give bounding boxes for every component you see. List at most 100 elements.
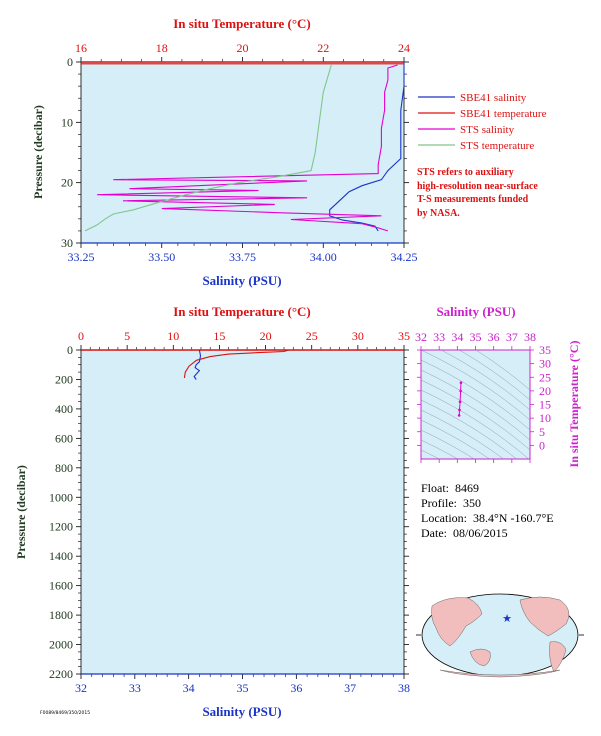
x-tick-label: 33.75 <box>229 250 256 264</box>
x-tick-label: 34.25 <box>391 250 418 264</box>
legend-label-sts-salinity: STS salinity <box>460 124 515 136</box>
density-isoline <box>458 350 530 401</box>
x-tick-label: 37 <box>344 681 356 695</box>
ts-x-tick-label: 34 <box>451 330 463 344</box>
y-tick-label: 20 <box>61 176 73 190</box>
ts-plot-area <box>420 349 531 460</box>
y-tick-label: 200 <box>55 372 73 386</box>
y-tick-label: 1200 <box>49 520 73 534</box>
y-tick-label: 2000 <box>49 638 73 652</box>
ts-y-axis-title: In situ Temperature (°C) <box>567 341 581 468</box>
location-value: 38.4°N -160.7°E <box>472 511 554 525</box>
x-tick-label: 35 <box>237 681 249 695</box>
y-tick-label: 1800 <box>49 608 73 622</box>
ts-x-tick-label: 35 <box>470 330 482 344</box>
x2-tick-label: 30 <box>352 329 364 343</box>
ts-y-tick-label: 25 <box>539 370 551 384</box>
ts-y-tick-label: 15 <box>539 398 551 412</box>
density-isoline <box>475 350 530 391</box>
x-tick-label: 32 <box>75 681 87 695</box>
ts-point <box>459 389 462 393</box>
density-isoline <box>440 350 530 411</box>
ts-y-tick-label: 30 <box>539 357 551 371</box>
legend-label-sbe41-salinity: SBE41 salinity <box>460 92 527 104</box>
x2-tick-label: 0 <box>78 329 84 343</box>
density-isoline <box>421 429 475 459</box>
location-row: Location: 38.4°N -160.7°E <box>421 511 554 526</box>
x2-tick-label: 15 <box>213 329 225 343</box>
world-map: ★ <box>416 593 584 678</box>
ts-point <box>457 414 461 417</box>
top-x2-axis-title: In situ Temperature (°C) <box>173 16 311 31</box>
ts-x-tick-label: 37 <box>506 330 518 344</box>
float-row: Float: 8469 <box>421 481 554 496</box>
y-tick-label: 400 <box>55 402 73 416</box>
ts-point <box>458 408 461 412</box>
bottom-y-axis-title: Pressure (decibar) <box>14 465 28 559</box>
top-panel: 33.25 33.50 33.75 34.00 34.25 16 18 20 22 24 0 10 20… <box>31 16 547 288</box>
ts-y-tick-label: 5 <box>539 425 545 439</box>
x-tick-label: 38 <box>398 681 410 695</box>
x2-tick-label: 18 <box>156 41 168 55</box>
float-value: 8469 <box>455 481 480 495</box>
density-isoline <box>421 369 530 441</box>
x-tick-label: 33.50 <box>148 250 175 264</box>
series-line <box>84 64 332 232</box>
density-isoline <box>421 359 530 431</box>
sts-note-line: STS refers to auxiliary <box>417 167 514 178</box>
x2-tick-label: 20 <box>260 329 272 343</box>
bottom-panel: 32 33 34 35 36 37 38 0 5 10 15 20 25 30 35 0 200 400 600 80… <box>14 304 410 719</box>
ts-x-tick-label: 32 <box>415 330 427 344</box>
map-land-south-america <box>549 641 567 673</box>
date-value: 08/06/2015 <box>453 526 508 540</box>
location-label: Location: <box>421 511 467 525</box>
legend-label-sbe41-temperature: SBE41 temperature <box>460 108 547 120</box>
x-tick-label: 33 <box>129 681 141 695</box>
profile-label: Profile: <box>421 496 457 510</box>
profile-row: Profile: 350 <box>421 496 554 511</box>
top-x-axis-title: Salinity (PSU) <box>202 273 281 288</box>
series-line <box>193 349 202 380</box>
series-line <box>329 62 405 232</box>
legend: SBE41 salinity SBE41 temperature STS sal… <box>418 92 547 152</box>
density-isoline <box>421 409 504 459</box>
map-land-antarctica <box>439 669 561 678</box>
float-location-marker: ★ <box>502 612 512 625</box>
sts-note-line: T-S measurements funded <box>417 194 529 206</box>
legend-label-sts-temperature: STS temperature <box>460 140 534 152</box>
density-isoline <box>421 350 530 421</box>
map-land-asia <box>431 597 483 647</box>
x2-tick-label: 5 <box>124 329 130 343</box>
ts-y-tick-label: 35 <box>539 343 551 357</box>
ts-x-tick-label: 36 <box>488 330 500 344</box>
ts-point <box>459 381 463 385</box>
footer-code: F0089/8469/350/2015 <box>40 710 90 716</box>
ts-x-tick-label: 38 <box>524 330 536 344</box>
x2-tick-label: 20 <box>237 41 249 55</box>
density-isoline <box>421 389 530 459</box>
x2-tick-label: 16 <box>75 41 87 55</box>
y-tick-label: 1600 <box>49 579 73 593</box>
ts-x-axis-title: Salinity (PSU) <box>436 304 515 319</box>
float-label: Float: <box>421 481 450 495</box>
x-tick-label: 34 <box>183 681 195 695</box>
sts-note-line: high-resolution near-surface <box>417 180 538 192</box>
density-isoline <box>421 439 459 459</box>
x2-tick-label: 35 <box>398 329 410 343</box>
top-y-axis-title: Pressure (decibar) <box>31 105 45 199</box>
ts-y-tick-label: 0 <box>539 438 545 452</box>
float-info: Float: 8469 Profile: 350 Location: 38.4°… <box>421 481 554 541</box>
ts-y-tick-label: 20 <box>539 384 551 398</box>
sts-note-line: by NASA. <box>417 207 460 219</box>
x2-tick-label: 25 <box>306 329 318 343</box>
x-tick-label: 36 <box>290 681 302 695</box>
density-isoline <box>421 399 517 459</box>
x2-tick-label: 22 <box>317 41 329 55</box>
y-tick-label: 600 <box>55 431 73 445</box>
x-tick-label: 33.25 <box>68 250 95 264</box>
map-land-north-america <box>519 596 570 637</box>
bottom-x2-axis-title: In situ Temperature (°C) <box>173 304 311 319</box>
bottom-x-axis-title: Salinity (PSU) <box>202 704 281 719</box>
